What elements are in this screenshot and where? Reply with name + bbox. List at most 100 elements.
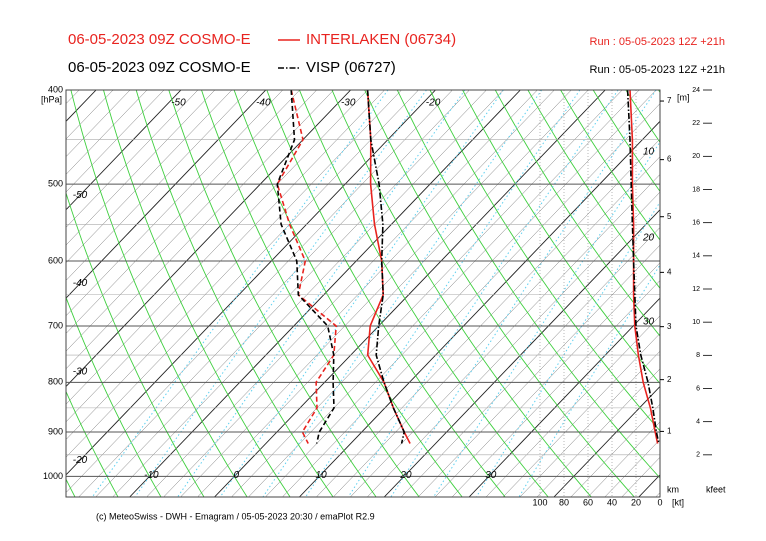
isotherm (248, 90, 640, 497)
isotherm (66, 90, 300, 334)
annotation: 30 (643, 317, 655, 328)
height-tick-label: 4 (667, 267, 672, 276)
x-tick-label: 10 (316, 470, 328, 481)
kfeet-tick-label: 12 (692, 286, 700, 293)
kfeet-tick-label: 6 (696, 385, 700, 392)
height-tick-label: 6 (667, 155, 672, 164)
dry-adiabat (66, 296, 162, 497)
isotherm (401, 227, 660, 497)
dry-adiabat (201, 90, 420, 497)
model-label: 06-05-2023 09Z COSMO-E (68, 31, 251, 48)
isotherm (282, 103, 660, 497)
isotherm (66, 90, 283, 317)
dry-adiabat (298, 90, 549, 497)
isotherm (66, 90, 216, 246)
isotherm (66, 90, 317, 352)
y-tick-label: 500 (48, 178, 63, 188)
dry-adiabat (331, 90, 592, 497)
x-tick-label: -30 (73, 367, 88, 378)
isotherm (333, 156, 660, 497)
run-label: Run : 05-05-2023 12Z +21h (590, 64, 725, 76)
isotherm (367, 191, 660, 497)
annotation: 20 (642, 233, 655, 244)
run-label: Run : 05-05-2023 12Z +21h (590, 36, 725, 48)
height-tick-label: 7 (667, 96, 672, 105)
mixing-ratio-line (219, 90, 504, 497)
isotherm (66, 90, 148, 175)
isotherm (519, 350, 660, 497)
isotherm (214, 90, 606, 497)
kfeet-tick-label: 2 (696, 452, 700, 459)
wind-tick-label: 40 (607, 497, 617, 507)
wind-axis-label: [kt] (672, 497, 684, 507)
isotherm (485, 315, 660, 497)
kfeet-tick-label: 20 (692, 153, 700, 160)
kfeet-label: kfeet (706, 484, 726, 494)
isotherm (66, 90, 199, 228)
wind-speed-line (626, 90, 660, 444)
x-tick-label: -50 (171, 98, 186, 109)
isotherm (66, 90, 165, 193)
y-tick-label: 600 (48, 255, 63, 265)
isotherm (78, 90, 470, 497)
dewpoint-line (276, 90, 338, 444)
dry-adiabat (70, 90, 248, 497)
isotherm (299, 120, 660, 497)
isotherm (417, 244, 660, 497)
isotherm (146, 90, 538, 497)
y-tick-label: 400 (48, 84, 63, 94)
mixing-ratio-line (433, 141, 660, 497)
height-tick-label: 1 (667, 427, 672, 436)
mixing-ratio-line (475, 201, 660, 497)
isotherm (66, 90, 402, 440)
x-tick-label: -40 (256, 98, 271, 109)
x-tick-label: 30 (485, 470, 497, 481)
height-tick-label: 3 (667, 322, 672, 331)
dry-adiabat (168, 90, 377, 497)
dry-adiabat (396, 90, 660, 479)
km-label: km (667, 484, 679, 494)
isotherm (66, 90, 233, 264)
dry-adiabat (233, 90, 463, 497)
y-axis-label: [hPa] (41, 94, 62, 104)
temperature-line (366, 90, 406, 444)
isotherm (231, 90, 623, 497)
x-tick-label: -20 (73, 455, 88, 466)
x-tick-label: -10 (144, 470, 159, 481)
model-label: 06-05-2023 09Z COSMO-E (68, 59, 251, 76)
isotherm (66, 90, 250, 281)
isotherm (66, 90, 385, 423)
isotherm (180, 90, 572, 497)
x-tick-label: -30 (341, 98, 356, 109)
isotherm (502, 333, 660, 497)
x-tick-label: 20 (399, 470, 412, 481)
kfeet-tick-label: 18 (692, 186, 700, 193)
mixing-ratio-line (347, 90, 619, 497)
kfeet-tick-label: 8 (696, 352, 700, 359)
kfeet-tick-label: 22 (692, 120, 700, 127)
dry-adiabat (266, 90, 506, 497)
height-tick-label: 2 (667, 375, 672, 384)
isotherm (66, 90, 453, 493)
wind-tick-label: 20 (631, 497, 641, 507)
y-tick-label: 700 (48, 320, 63, 330)
dry-adiabat (592, 90, 660, 193)
y-tick-label: 1000 (43, 471, 63, 481)
wind-tick-label: 60 (583, 497, 593, 507)
dry-adiabat (364, 90, 635, 497)
wind-speed-line (629, 90, 659, 444)
isotherm (95, 90, 487, 497)
isotherm (66, 90, 334, 370)
kfeet-tick-label: 16 (692, 220, 700, 227)
mixing-ratio-line (390, 90, 657, 497)
isotherm (265, 90, 657, 497)
x-tick-label: -50 (73, 190, 88, 201)
kfeet-tick-label: 10 (692, 319, 700, 326)
annotation: 10 (643, 147, 655, 158)
isotherm (451, 280, 660, 497)
dry-adiabat (560, 90, 660, 241)
mixing-ratio-line (91, 90, 389, 497)
height-tick-label: 5 (667, 212, 672, 221)
